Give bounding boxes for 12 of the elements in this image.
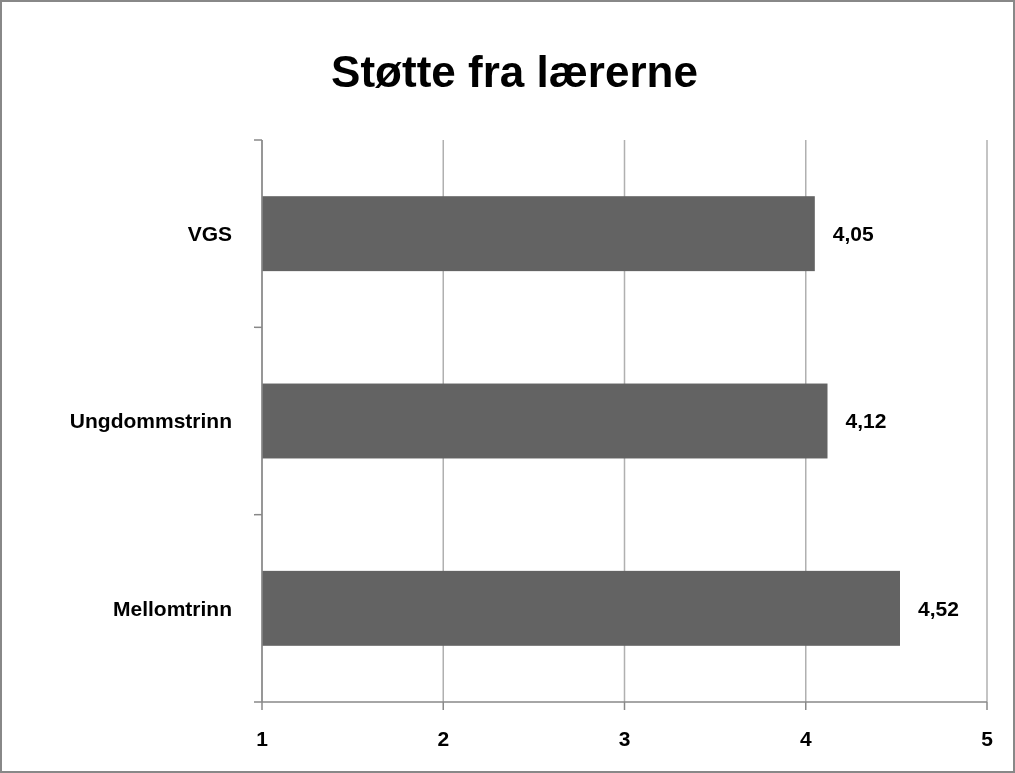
data-label: 4,52 — [918, 596, 959, 620]
data-label: 4,12 — [845, 409, 887, 433]
y-tick-label: Mellomtrinn — [113, 596, 232, 620]
x-tick-label: 4 — [799, 727, 812, 750]
x-tick-label: 1 — [256, 727, 269, 750]
x-tick-label: 3 — [618, 727, 631, 750]
chart-title: Støtte fra lærerne — [331, 47, 698, 96]
x-tick-label: 2 — [437, 727, 450, 750]
y-tick-label: VGS — [187, 222, 232, 246]
y-tick-label: Ungdommstrinn — [69, 409, 232, 433]
x-tick-label: 5 — [981, 727, 994, 750]
data-label: 4,05 — [832, 222, 875, 246]
